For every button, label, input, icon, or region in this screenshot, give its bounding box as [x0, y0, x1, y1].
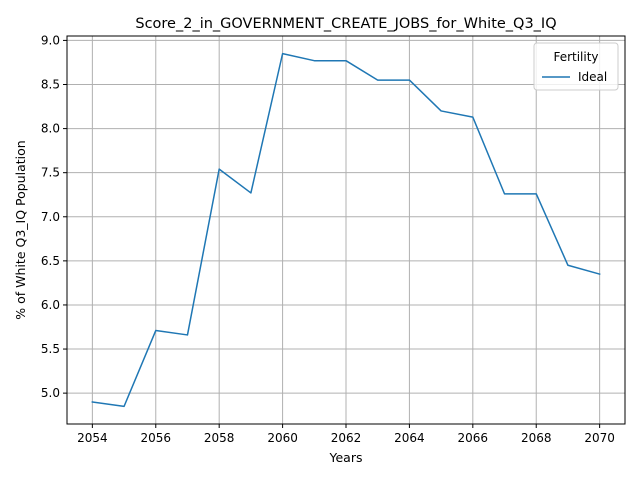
x-tick-label: 2070 — [584, 431, 615, 445]
series-layer — [91, 52, 601, 408]
legend-box — [533, 42, 619, 91]
chart-title: Score_2_in_GOVERNMENT_CREATE_JOBS_for_Wh… — [135, 16, 556, 32]
y-tick-label: 8.0 — [41, 122, 60, 136]
x-tick-label: 2056 — [140, 431, 171, 445]
axis-ticks: 2054 2056 2058 2060 2062 2064 2066 2068 2070 5.0 5… — [41, 33, 615, 445]
x-tick-label: 2060 — [267, 431, 298, 445]
y-tick-label: 7.0 — [41, 210, 60, 224]
x-tick-label: 2064 — [394, 431, 425, 445]
legend-title: Fertility — [553, 50, 598, 64]
x-tick-label: 2062 — [331, 431, 362, 445]
x-tick-label: 2054 — [77, 431, 108, 445]
y-tick-label: 7.5 — [41, 166, 60, 180]
y-tick-label: 9.0 — [41, 33, 60, 47]
legend: Fertility Ideal — [533, 42, 619, 91]
x-axis-label: Years — [329, 450, 363, 465]
legend-entry-ideal: Ideal — [578, 70, 607, 84]
y-tick-label: 5.5 — [41, 342, 60, 356]
x-tick-label: 2058 — [204, 431, 235, 445]
y-tick-label: 6.5 — [41, 254, 60, 268]
y-tick-label: 8.5 — [41, 78, 60, 92]
x-tick-label: 2066 — [458, 431, 489, 445]
y-tick-label: 5.0 — [41, 386, 60, 400]
series-line-ideal — [91, 52, 601, 408]
grid-lines — [67, 36, 625, 424]
y-tick-label: 6.0 — [41, 298, 60, 312]
x-tick-label: 2068 — [521, 431, 552, 445]
y-axis-label: % of White Q3_IQ Population — [13, 140, 28, 319]
